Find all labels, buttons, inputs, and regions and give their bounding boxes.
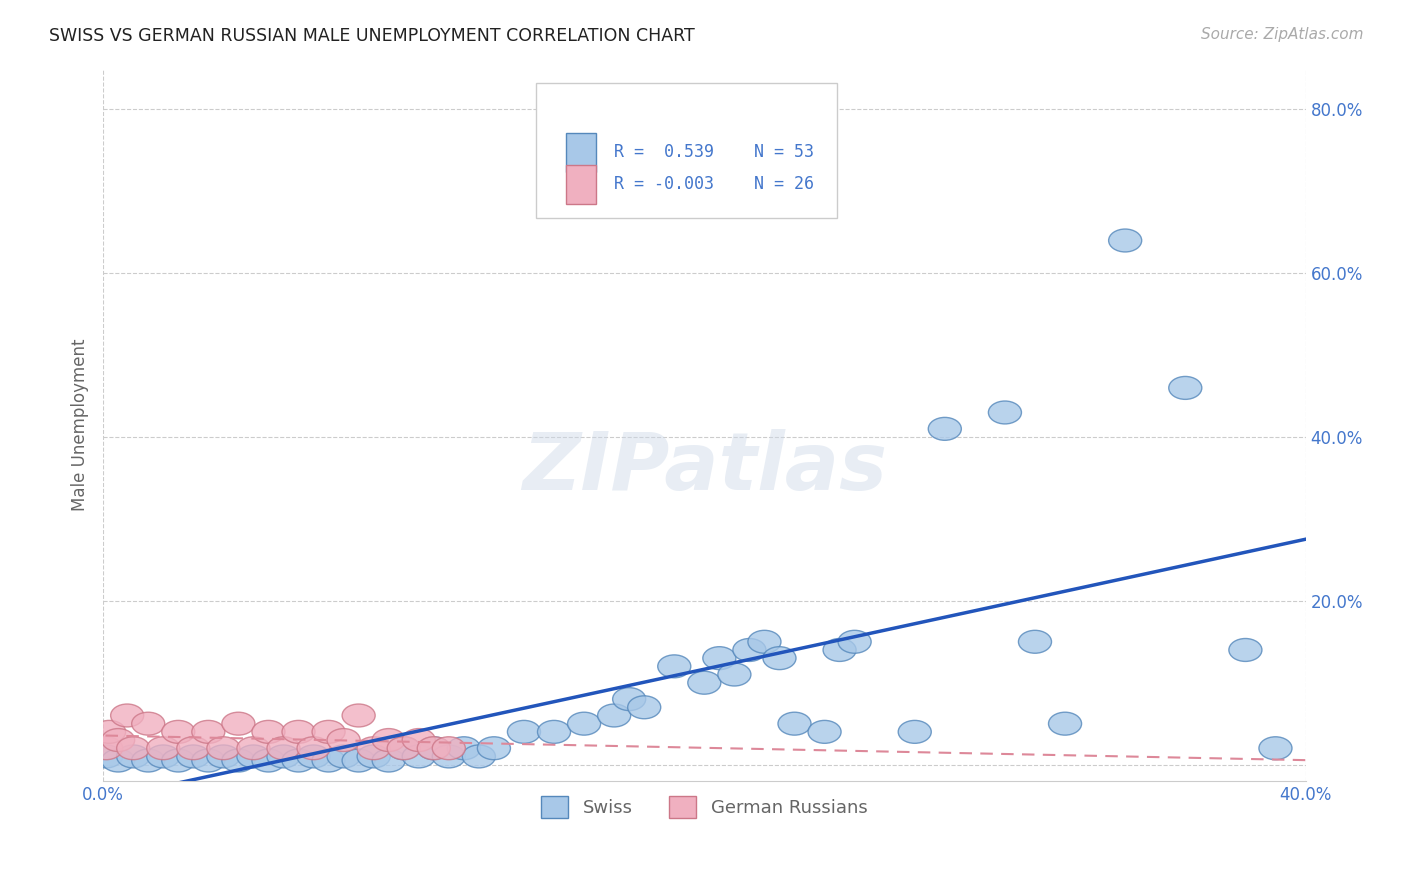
Ellipse shape (703, 647, 735, 670)
Ellipse shape (613, 688, 645, 711)
Ellipse shape (90, 745, 122, 768)
Ellipse shape (658, 655, 690, 678)
Ellipse shape (267, 745, 299, 768)
FancyBboxPatch shape (567, 133, 596, 172)
Y-axis label: Male Unemployment: Male Unemployment (72, 338, 89, 511)
Ellipse shape (312, 721, 344, 743)
Ellipse shape (162, 721, 195, 743)
Text: R =  0.539    N = 53: R = 0.539 N = 53 (614, 144, 814, 161)
Ellipse shape (387, 737, 420, 760)
Ellipse shape (357, 737, 391, 760)
Ellipse shape (207, 737, 240, 760)
Ellipse shape (191, 749, 225, 772)
Ellipse shape (402, 745, 436, 768)
Ellipse shape (763, 647, 796, 670)
Ellipse shape (90, 737, 122, 760)
Ellipse shape (598, 704, 631, 727)
Ellipse shape (733, 639, 766, 662)
Ellipse shape (1108, 229, 1142, 252)
Ellipse shape (312, 749, 344, 772)
Ellipse shape (357, 745, 391, 768)
Ellipse shape (191, 721, 225, 743)
Ellipse shape (748, 631, 780, 653)
Ellipse shape (146, 737, 180, 760)
Text: ZIPatlas: ZIPatlas (522, 428, 887, 507)
Ellipse shape (222, 749, 254, 772)
Ellipse shape (387, 737, 420, 760)
Ellipse shape (236, 737, 270, 760)
Ellipse shape (328, 745, 360, 768)
Ellipse shape (988, 401, 1021, 424)
Ellipse shape (1018, 631, 1052, 653)
Ellipse shape (132, 749, 165, 772)
Ellipse shape (111, 704, 143, 727)
Ellipse shape (177, 737, 209, 760)
Ellipse shape (928, 417, 962, 441)
Ellipse shape (568, 712, 600, 735)
Ellipse shape (207, 745, 240, 768)
Ellipse shape (1168, 376, 1202, 400)
Ellipse shape (898, 721, 931, 743)
Ellipse shape (418, 737, 450, 760)
Ellipse shape (478, 737, 510, 760)
Ellipse shape (146, 745, 180, 768)
Ellipse shape (418, 737, 450, 760)
Ellipse shape (162, 749, 195, 772)
FancyBboxPatch shape (536, 83, 837, 219)
Ellipse shape (236, 745, 270, 768)
Text: R = -0.003    N = 26: R = -0.003 N = 26 (614, 176, 814, 194)
Ellipse shape (838, 631, 872, 653)
Ellipse shape (328, 729, 360, 752)
Ellipse shape (132, 712, 165, 735)
Ellipse shape (688, 672, 721, 694)
Ellipse shape (402, 729, 436, 752)
Ellipse shape (508, 721, 540, 743)
Ellipse shape (93, 721, 125, 743)
FancyBboxPatch shape (567, 165, 596, 204)
Ellipse shape (778, 712, 811, 735)
Ellipse shape (432, 737, 465, 760)
Ellipse shape (267, 737, 299, 760)
Ellipse shape (718, 663, 751, 686)
Ellipse shape (808, 721, 841, 743)
Text: Source: ZipAtlas.com: Source: ZipAtlas.com (1201, 27, 1364, 42)
Ellipse shape (342, 749, 375, 772)
Ellipse shape (177, 745, 209, 768)
Ellipse shape (1258, 737, 1292, 760)
Text: SWISS VS GERMAN RUSSIAN MALE UNEMPLOYMENT CORRELATION CHART: SWISS VS GERMAN RUSSIAN MALE UNEMPLOYMEN… (49, 27, 695, 45)
Ellipse shape (297, 745, 330, 768)
Ellipse shape (432, 745, 465, 768)
Ellipse shape (283, 721, 315, 743)
Ellipse shape (1229, 639, 1263, 662)
Ellipse shape (627, 696, 661, 719)
Legend: Swiss, German Russians: Swiss, German Russians (534, 789, 875, 825)
Ellipse shape (373, 749, 405, 772)
Ellipse shape (297, 737, 330, 760)
Ellipse shape (222, 712, 254, 735)
Ellipse shape (101, 749, 135, 772)
Ellipse shape (101, 729, 135, 752)
Ellipse shape (823, 639, 856, 662)
Ellipse shape (463, 745, 495, 768)
Ellipse shape (537, 721, 571, 743)
Ellipse shape (252, 721, 285, 743)
Ellipse shape (117, 737, 149, 760)
Ellipse shape (1049, 712, 1081, 735)
Ellipse shape (373, 729, 405, 752)
Ellipse shape (447, 737, 481, 760)
Ellipse shape (283, 749, 315, 772)
Ellipse shape (342, 704, 375, 727)
Ellipse shape (117, 745, 149, 768)
Ellipse shape (252, 749, 285, 772)
